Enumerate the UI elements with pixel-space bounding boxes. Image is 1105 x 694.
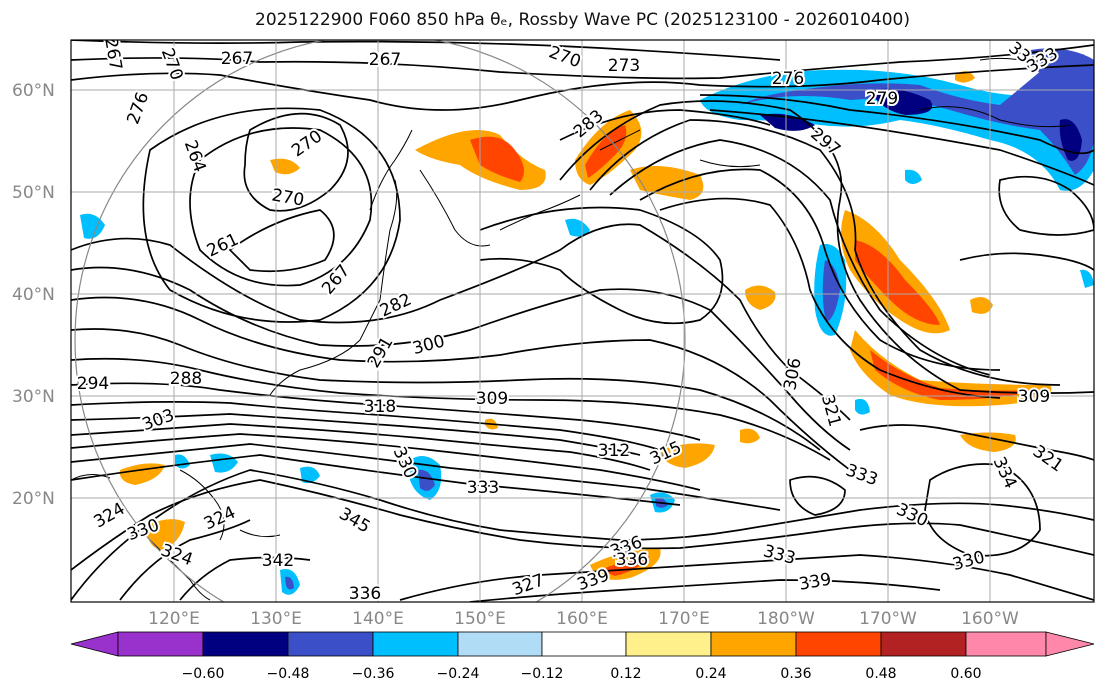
contour-label: 267 bbox=[221, 49, 253, 69]
colorbar bbox=[70, 631, 1095, 657]
colorbar-swatch bbox=[457, 631, 543, 657]
colorbar-low-extension bbox=[70, 631, 119, 657]
latitude-tick-labels: 60°N 50°N 40°N 30°N 20°N bbox=[12, 81, 55, 509]
colorbar-tick-label: 0.12 bbox=[610, 666, 641, 682]
negative-anomaly-shading bbox=[80, 48, 1094, 595]
lat-tick-label: 60°N bbox=[12, 81, 55, 101]
contour-label: 318 bbox=[364, 397, 396, 417]
colorbar-tick-label: −0.12 bbox=[521, 666, 564, 682]
lon-tick-label: 150°E bbox=[454, 609, 506, 629]
projection-boundary bbox=[74, 40, 686, 602]
contour-label: 288 bbox=[170, 369, 202, 389]
colorbar-tick-label: 0.24 bbox=[695, 666, 726, 682]
colorbar-swatch bbox=[965, 631, 1047, 657]
contour-label: 294 bbox=[77, 374, 109, 394]
lat-tick-label: 50°N bbox=[12, 183, 55, 203]
contour-label: 336 bbox=[349, 584, 381, 604]
contour-label: 309 bbox=[476, 389, 508, 409]
contour-label: 273 bbox=[608, 56, 640, 76]
colorbar-swatch bbox=[541, 631, 627, 657]
colorbar-swatch bbox=[795, 631, 882, 657]
graticule bbox=[71, 40, 1094, 602]
lat-tick-label: 30°N bbox=[12, 387, 55, 407]
colorbar-swatch bbox=[880, 631, 967, 657]
colorbar-tick-label: 0.60 bbox=[950, 666, 981, 682]
lon-tick-label: 140°E bbox=[352, 609, 404, 629]
colorbar-swatch bbox=[710, 631, 797, 657]
longitude-tick-labels: 120°E 130°E 140°E 150°E 160°E 170°E 180°… bbox=[148, 609, 1019, 629]
colorbar-tick-labels: −0.60 −0.48 −0.36 −0.24 −0.12 0.12 0.24 … bbox=[182, 666, 982, 682]
contour-label: 279 bbox=[866, 89, 898, 109]
lat-tick-label: 40°N bbox=[12, 285, 55, 305]
plot-frame bbox=[70, 39, 1095, 603]
lat-tick-label: 20°N bbox=[12, 489, 55, 509]
colorbar-tick-label: −0.24 bbox=[437, 666, 480, 682]
theta-e-contours bbox=[71, 40, 1094, 602]
colorbar-tick-label: 0.48 bbox=[865, 666, 896, 682]
contour-label: 312 bbox=[598, 441, 630, 461]
colorbar-swatch bbox=[117, 631, 204, 657]
lon-tick-label: 160°W bbox=[961, 609, 1019, 629]
colorbar-tick-label: 0.36 bbox=[780, 666, 811, 682]
contour-label: 309 bbox=[1018, 387, 1050, 407]
colorbar-swatch bbox=[287, 631, 374, 657]
lon-tick-label: 170°E bbox=[658, 609, 710, 629]
colorbar-tick-label: −0.48 bbox=[267, 666, 310, 682]
contour-label: 333 bbox=[467, 478, 499, 498]
map-title: 2025122900 F060 850 hPa θₑ, Rossby Wave … bbox=[255, 10, 910, 30]
colorbar-tick-label: −0.36 bbox=[352, 666, 395, 682]
colorbar-tick-label: −0.60 bbox=[182, 666, 225, 682]
lon-tick-label: 180°W bbox=[757, 609, 815, 629]
contour-label: 342 bbox=[262, 551, 294, 571]
lon-tick-label: 120°E bbox=[148, 609, 200, 629]
coastlines bbox=[71, 57, 1071, 601]
colorbar-swatch bbox=[625, 631, 712, 657]
colorbar-high-extension bbox=[1045, 631, 1095, 657]
lon-tick-label: 130°E bbox=[250, 609, 302, 629]
lon-tick-label: 160°E bbox=[556, 609, 608, 629]
contour-label: 267 bbox=[369, 50, 401, 70]
contour-label: 276 bbox=[772, 69, 804, 89]
lon-tick-label: 170°W bbox=[859, 609, 917, 629]
contour-label: 336 bbox=[616, 550, 648, 570]
colorbar-swatch bbox=[202, 631, 289, 657]
colorbar-swatch bbox=[372, 631, 459, 657]
